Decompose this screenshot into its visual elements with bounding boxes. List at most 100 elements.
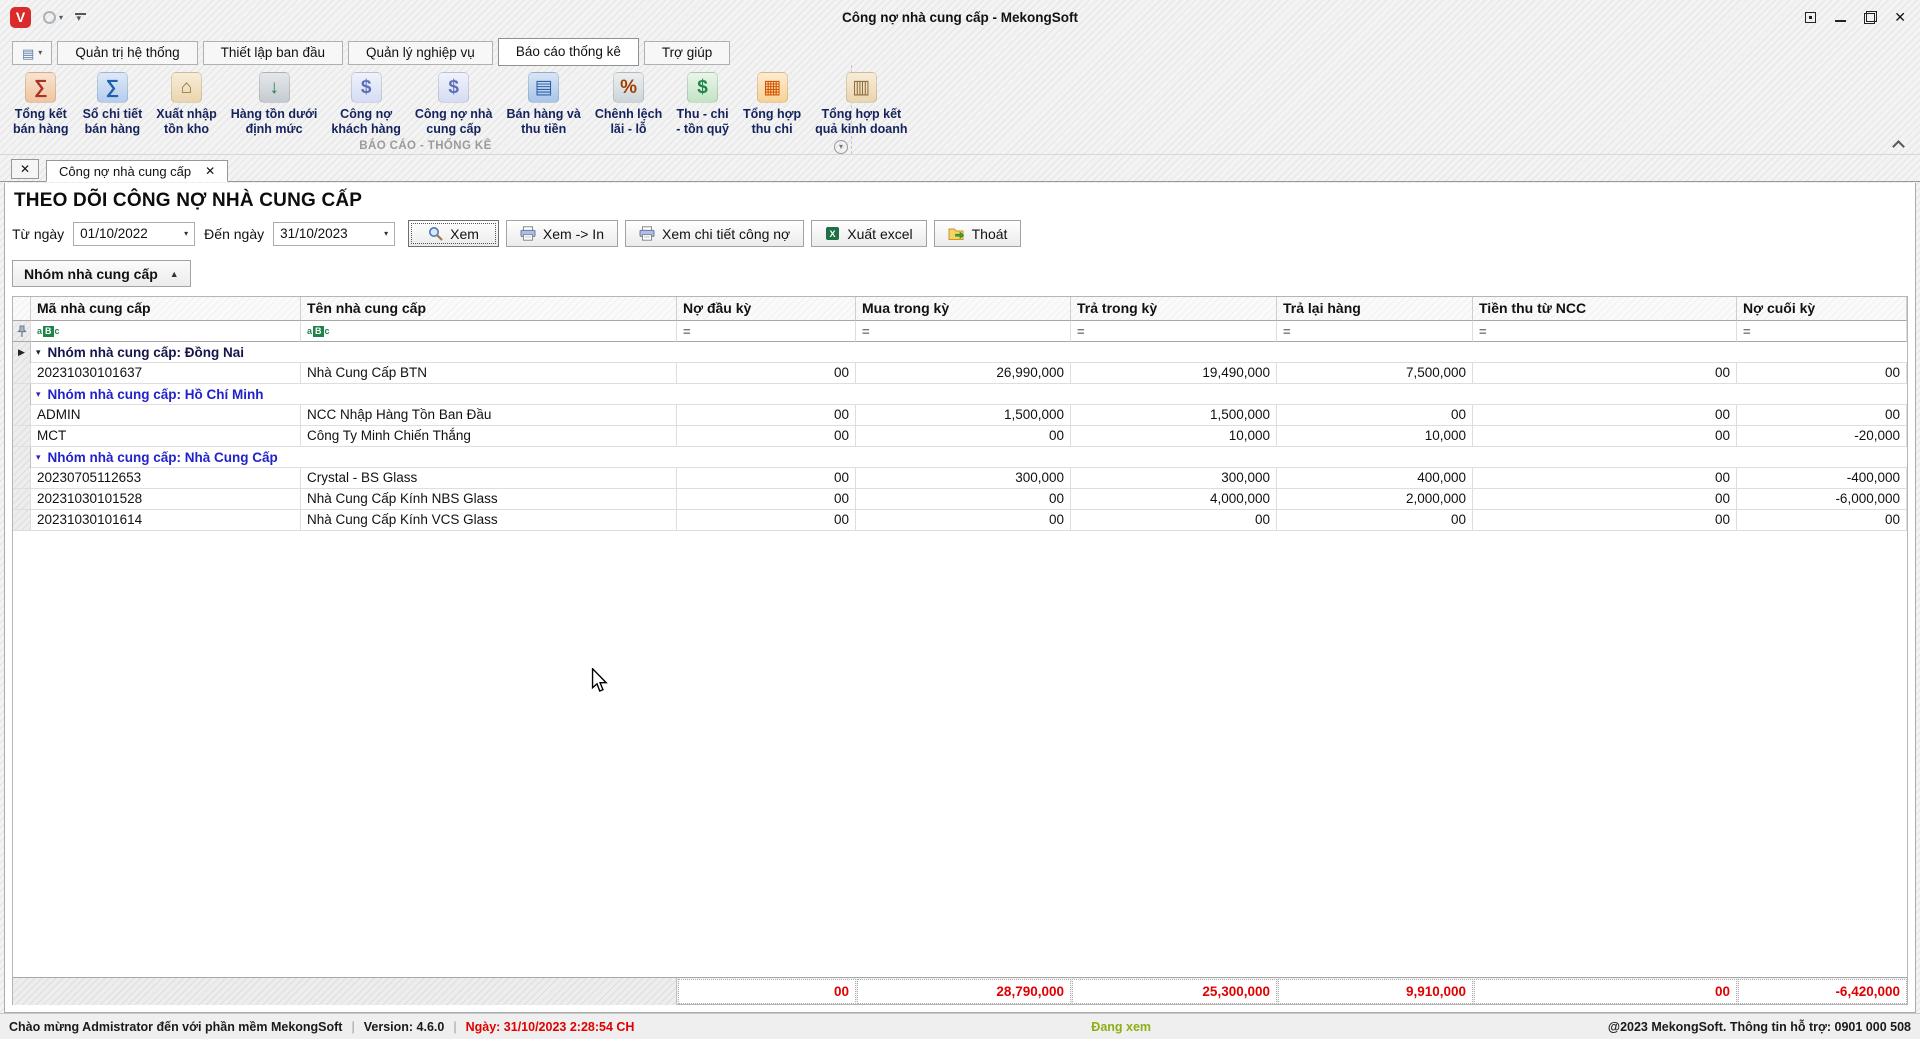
chevron-down-icon: ▾: [38, 48, 43, 57]
filter-cell-tra_trong_ky[interactable]: =: [1071, 321, 1277, 342]
tool-cong-no-nha-cung-cap[interactable]: $ Công nợ nhà cung cấp: [408, 70, 500, 139]
ribbon-collapse-icon[interactable]: [1893, 139, 1904, 148]
cell-ten: Nhà Cung Cấp Kính NBS Glass: [301, 489, 677, 510]
ribbon-tab-thiet-lap-ban-dau[interactable]: Thiết lập ban đầu: [202, 41, 343, 65]
column-header-no_cuoi_ky[interactable]: Nợ cuối kỳ: [1737, 297, 1907, 321]
tab-cong-no-nha-cung-cap[interactable]: Công nợ nhà cung cấp ✕: [46, 160, 229, 182]
row-indicator: ▶: [13, 342, 31, 363]
status-welcome: Chào mừng Admistrator đến với phần mềm M…: [9, 1019, 343, 1034]
separator: |: [453, 1019, 457, 1034]
xem-in-button[interactable]: Xem -> In: [505, 220, 618, 247]
exit-icon: [948, 226, 965, 241]
cell-ma: 20231030101637: [31, 363, 301, 384]
tool-hang-ton-duoi-dinh-muc[interactable]: ↓ Hàng tồn dưới định mức: [224, 70, 325, 139]
collapse-triangle-icon: ▾: [36, 451, 41, 462]
collapse-toolbar-icon[interactable]: [75, 11, 87, 24]
column-header-ma[interactable]: Mã nhà cung cấp: [31, 297, 301, 321]
filter-cell-no_cuoi_ky[interactable]: =: [1737, 321, 1907, 342]
cell-mua_trong_ky: 00: [856, 426, 1071, 447]
group-row[interactable]: ▾ Nhóm nhà cung cấp: Nhà Cung Cấp: [13, 447, 1907, 468]
low-stock-database-icon: ↓: [258, 72, 290, 103]
tool-xuat-nhap-ton-kho[interactable]: ⌂ Xuất nhập tồn kho: [149, 70, 223, 139]
tool-thu-chi-ton-quy[interactable]: $ Thu - chi - tồn quỹ: [669, 70, 736, 139]
group-by-chip[interactable]: Nhóm nhà cung cấp ▲: [12, 260, 191, 287]
cell-no_dau_ky: 00: [677, 489, 856, 510]
column-header-tien_thu_tu_ncc[interactable]: Tiền thu từ NCC: [1473, 297, 1737, 321]
close-all-tabs-button[interactable]: ✕: [11, 159, 39, 179]
cell-mua_trong_ky: 1,500,000: [856, 405, 1071, 426]
ribbon-tab-quan-ly-nghiep-vu[interactable]: Quản lý nghiệp vụ: [347, 41, 493, 65]
tool-tong-hop-ket-qua-kinh-doanh[interactable]: ▥ Tổng hợp kết quả kinh doanh: [808, 70, 914, 139]
table-row[interactable]: 20231030101528 Nhà Cung Cấp Kính NBS Glas…: [13, 489, 1907, 510]
cell-no_cuoi_ky: 00: [1737, 405, 1907, 426]
ribbon-tab-tro-giup[interactable]: Trợ giúp: [643, 41, 731, 65]
from-date-input[interactable]: 01/10/2022 ▾: [73, 221, 196, 246]
row-indicator: [13, 384, 31, 405]
grid-totals-row: 00 28,790,000 25,300,000 9,910,000 00 -6,420,…: [13, 977, 1907, 1005]
tool-tong-hop-thu-chi[interactable]: ▦ Tổng hợp thu chi: [736, 70, 808, 139]
to-date-input[interactable]: 31/10/2023 ▾: [273, 221, 396, 246]
cell-no_dau_ky: 00: [677, 363, 856, 384]
minimize-icon[interactable]: [1834, 11, 1847, 24]
ribbon-tab-quan-tri-he-thong[interactable]: Quản trị hệ thống: [57, 41, 198, 65]
filter-cell-no_dau_ky[interactable]: =: [677, 321, 856, 342]
current-row-arrow-icon: ▶: [18, 347, 25, 357]
close-icon[interactable]: ✕: [1894, 8, 1906, 25]
column-header-no_dau_ky[interactable]: Nợ đầu kỳ: [677, 297, 856, 321]
group-dialog-launcher-icon[interactable]: ▾: [834, 139, 848, 154]
auto-filter-pin-icon: [13, 321, 31, 342]
filter-cell-tra_lai_hang[interactable]: =: [1277, 321, 1473, 342]
cell-tra_lai_hang: 2,000,000: [1277, 489, 1473, 510]
group-row[interactable]: ▾ Nhóm nhà cung cấp: Hồ Chí Minh: [13, 384, 1907, 405]
app-logo[interactable]: V: [10, 6, 31, 28]
from-date-value: 01/10/2022: [80, 226, 148, 241]
tool-label: Thu - chi - tồn quỹ: [676, 107, 729, 136]
customer-debt-tag-icon: $: [350, 72, 382, 103]
xem-button[interactable]: Xem: [408, 220, 499, 247]
column-header-tra_lai_hang[interactable]: Trả lại hàng: [1277, 297, 1473, 321]
cell-no_cuoi_ky: -400,000: [1737, 468, 1907, 489]
record-circle-button[interactable]: ▾: [43, 10, 63, 24]
xuat-excel-button[interactable]: X Xuất excel: [811, 220, 927, 247]
group-row-label: ▾ Nhóm nhà cung cấp: Nhà Cung Cấp: [31, 447, 1907, 468]
window-controls: ✕: [1804, 8, 1910, 25]
group-row[interactable]: ▶ ▾ Nhóm nhà cung cấp: Đồng Nai: [13, 342, 1907, 363]
ribbon-tab-bar: ▤ ▾ Quản trị hệ thống Thiết lập ban đầu Qu…: [0, 34, 1920, 66]
tool-ban-hang-va-thu-tien[interactable]: ▤ Bán hàng và thu tiền: [500, 70, 588, 139]
ribbon-toolbar: ∑ Tổng kết bán hàng ∑ Sổ chi tiết bán hàng ⌂ Xu…: [0, 65, 1920, 155]
group-row-label: ▾ Nhóm nhà cung cấp: Hồ Chí Minh: [31, 384, 1907, 405]
cell-tien_thu_tu_ncc: 00: [1473, 489, 1737, 510]
thoat-button[interactable]: Thoát: [933, 220, 1022, 247]
table-row[interactable]: MCT Công Ty Minh Chiến Thắng 00 00 10,000 10,…: [13, 426, 1907, 447]
table-row[interactable]: 20230705112653 Crystal - BS Glass 00 300,00…: [13, 468, 1907, 489]
tool-so-chi-tiet-ban-hang[interactable]: ∑ Sổ chi tiết bán hàng: [76, 70, 150, 139]
profit-loss-icon: %: [613, 72, 645, 103]
tool-chenh-lech-lai-lo[interactable]: % Chênh lệch lãi - lỗ: [588, 70, 669, 139]
table-row[interactable]: 20231030101614 Nhà Cung Cấp Kính VCS Glas…: [13, 510, 1907, 531]
ribbon-tab-bao-cao-thong-ke[interactable]: Báo cáo thống kê: [497, 38, 639, 66]
xem-chi-tiet-cong-no-button[interactable]: Xem chi tiết công nợ: [625, 220, 805, 247]
table-row[interactable]: 20231030101637 Nhà Cung Cấp BTN 00 26,990,0…: [13, 363, 1907, 384]
fullscreen-icon[interactable]: [1804, 11, 1817, 24]
app-menu-button[interactable]: ▤ ▾: [12, 41, 53, 65]
column-header-tra_trong_ky[interactable]: Trả trong kỳ: [1071, 297, 1277, 321]
cell-tra_lai_hang: 00: [1277, 405, 1473, 426]
close-icon[interactable]: ✕: [205, 164, 216, 178]
column-header-ten[interactable]: Tên nhà cung cấp: [301, 297, 677, 321]
cell-tra_lai_hang: 400,000: [1277, 468, 1473, 489]
cell-tra_trong_ky: 1,500,000: [1071, 405, 1277, 426]
total-no_dau_ky: 00: [678, 979, 856, 1004]
table-row[interactable]: ADMIN NCC Nhập Hàng Tồn Ban Đầu 00 1,500,00…: [13, 405, 1907, 426]
filter-cell-tien_thu_tu_ncc[interactable]: =: [1473, 321, 1737, 342]
tool-tong-ket-ban-hang[interactable]: ∑ Tổng kết bán hàng: [6, 70, 76, 139]
tool-label: Tổng hợp thu chi: [742, 107, 802, 136]
tool-cong-no-khach-hang[interactable]: $ Công nợ khách hàng: [324, 70, 407, 139]
row-indicator: [13, 510, 31, 531]
restore-icon[interactable]: [1864, 10, 1878, 24]
cell-tien_thu_tu_ncc: 00: [1473, 468, 1737, 489]
filter-cell-mua_trong_ky[interactable]: =: [856, 321, 1071, 342]
column-header-mua_trong_ky[interactable]: Mua trong kỳ: [856, 297, 1071, 321]
